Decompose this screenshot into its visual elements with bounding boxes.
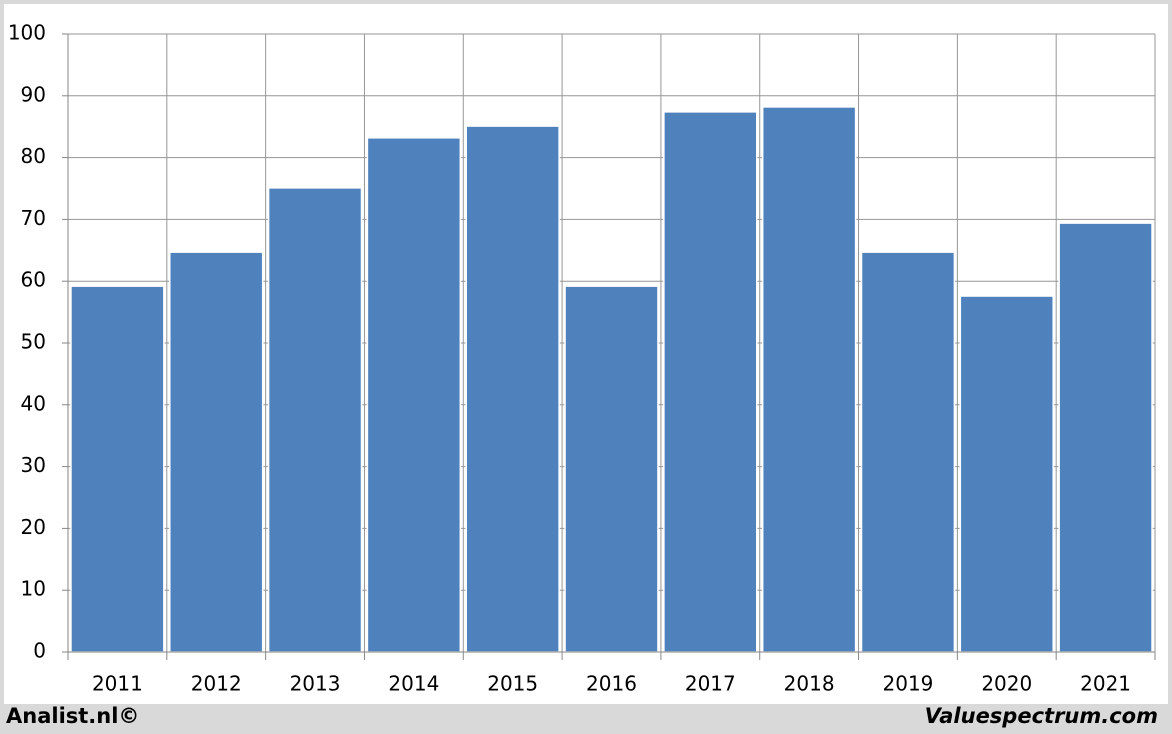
bar <box>1058 222 1153 653</box>
x-tick-label: 2017 <box>685 672 736 696</box>
bar <box>465 125 560 653</box>
x-tick-label: 2011 <box>92 672 143 696</box>
x-tick-label: 2013 <box>290 672 341 696</box>
y-tick-label: 60 <box>21 268 46 292</box>
y-tick-label: 30 <box>21 453 46 477</box>
x-tick-label: 2016 <box>586 672 637 696</box>
y-tick-label: 70 <box>21 206 46 230</box>
y-tick-label: 80 <box>21 144 46 168</box>
bar <box>860 251 956 653</box>
x-tick-label: 2021 <box>1080 672 1131 696</box>
y-tick-label: 50 <box>21 330 46 354</box>
x-tick-label: 2015 <box>487 672 538 696</box>
y-tick-label: 90 <box>21 82 46 106</box>
bar <box>169 251 264 653</box>
y-tick-label: 100 <box>8 21 46 45</box>
x-tick-label: 2018 <box>784 672 835 696</box>
x-tick-label: 2014 <box>388 672 439 696</box>
y-tick-label: 20 <box>21 515 46 539</box>
bar <box>564 285 659 653</box>
y-tick-label: 0 <box>33 639 46 663</box>
bar <box>761 106 857 653</box>
footer-left: Analist.nl© <box>6 704 139 728</box>
bar <box>70 285 165 653</box>
x-tick-label: 2012 <box>191 672 242 696</box>
bar <box>663 111 758 653</box>
y-tick-label: 10 <box>21 577 46 601</box>
bar <box>366 137 462 653</box>
bar <box>959 295 1054 653</box>
footer-right: Valuespectrum.com <box>925 704 1158 728</box>
x-tick-label: 2020 <box>981 672 1032 696</box>
y-tick-label: 40 <box>21 391 46 415</box>
x-tick-label: 2019 <box>883 672 934 696</box>
bar <box>267 187 363 653</box>
